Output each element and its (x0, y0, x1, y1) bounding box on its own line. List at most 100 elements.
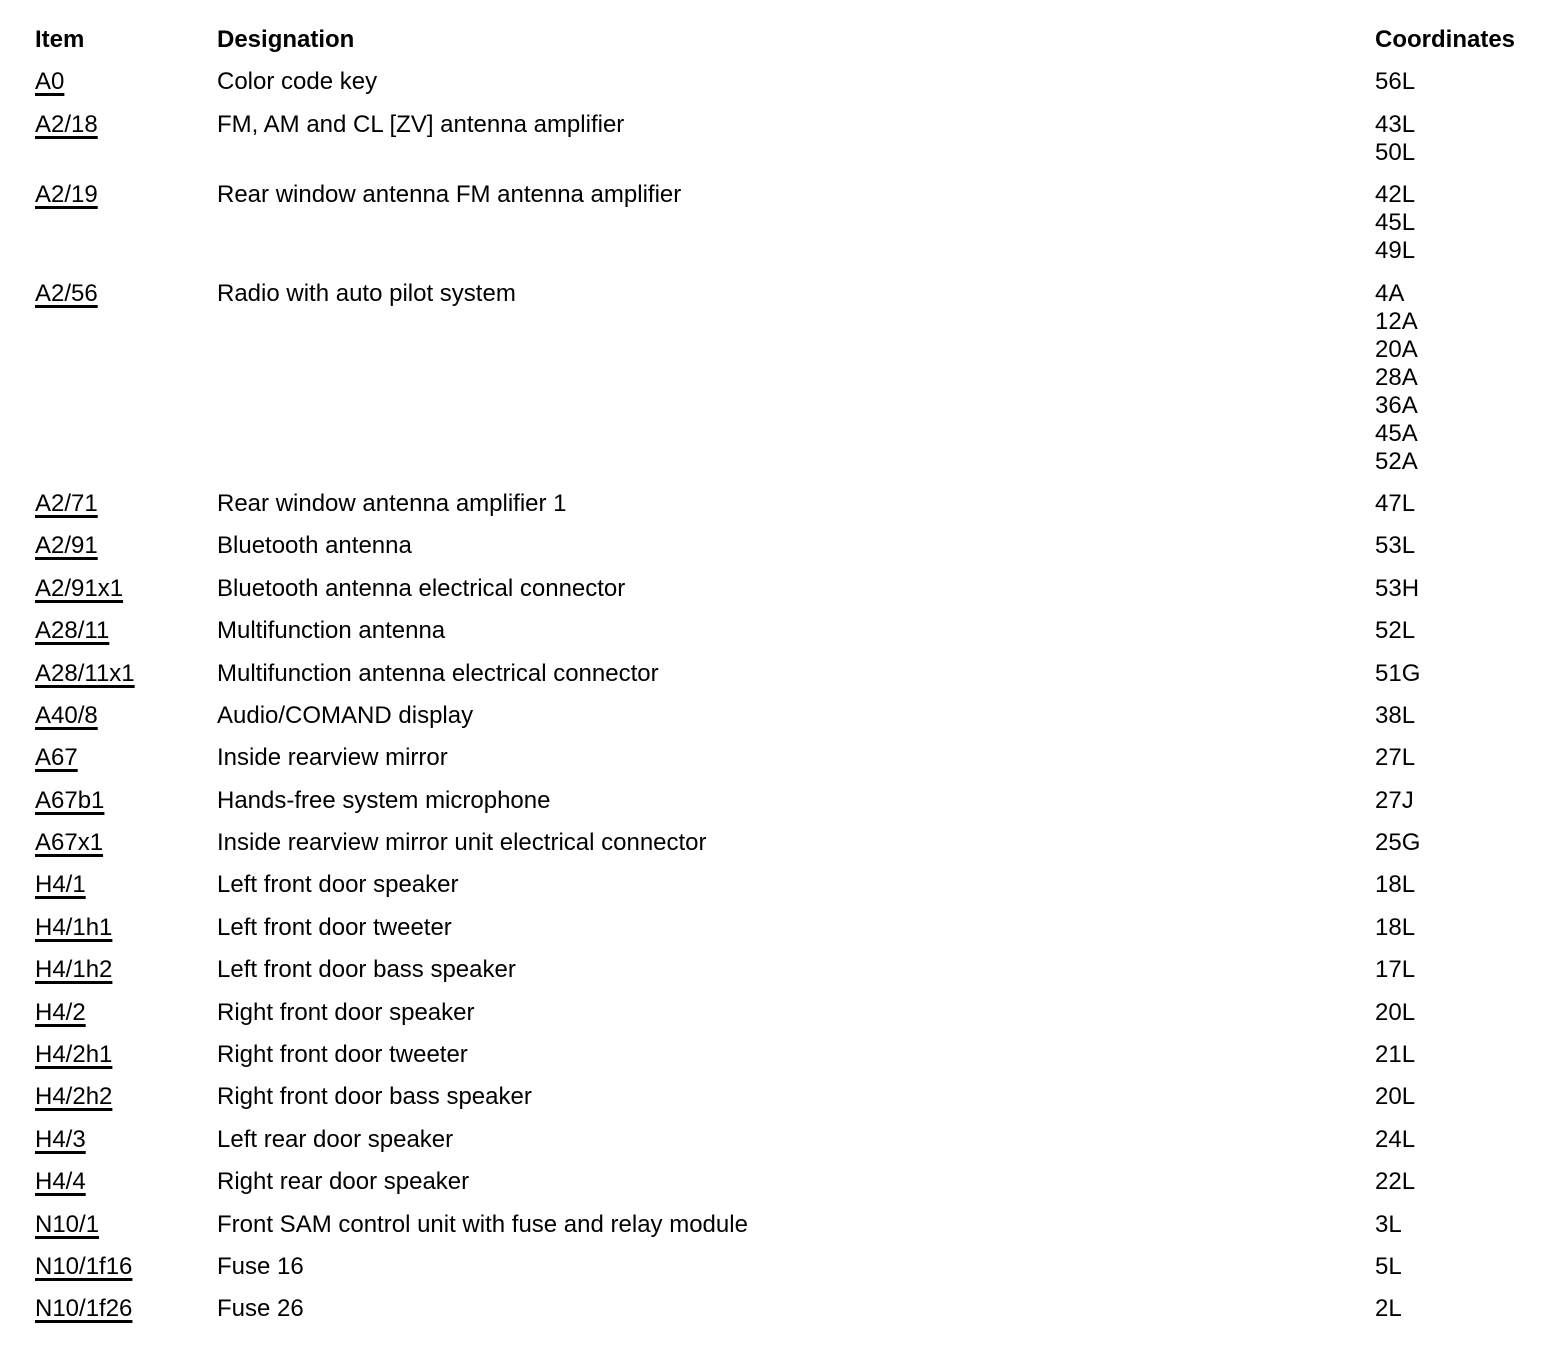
item-code-link[interactable]: A67b1 (35, 786, 105, 814)
coordinate-value: 20L (1375, 1083, 1416, 1111)
coordinate-value: 45L (1375, 209, 1416, 237)
designation-text: Inside rearview mirror (217, 744, 448, 772)
table-row: A2/71 Rear window antenna amplifier 1 47… (35, 490, 1538, 518)
coordinate-value: 52A (1375, 447, 1418, 475)
coordinate-value: 49L (1375, 237, 1416, 265)
item-code-link[interactable]: H4/1h2 (35, 956, 113, 984)
item-code-link[interactable]: N10/1f26 (35, 1295, 133, 1323)
table-row: N10/1f16 Fuse 16 5L (35, 1253, 1538, 1281)
table-row: A67b1 Hands-free system microphone 27J (35, 787, 1538, 815)
item-code-link[interactable]: H4/3 (35, 1125, 86, 1153)
coordinate-value: 3L (1375, 1210, 1402, 1238)
coordinate-value: 28A (1375, 363, 1418, 391)
designation-text: Color code key (217, 68, 378, 96)
item-cell: H4/2h2 (35, 1083, 112, 1111)
coordinates-cell: 51G (1375, 660, 1538, 688)
item-cell: H4/1h1 (35, 914, 112, 942)
item-code-link[interactable]: A67x1 (35, 829, 104, 857)
item-cell: A40/8 (35, 702, 98, 730)
designation-text: FM, AM and CL [ZV] antenna amplifier (217, 110, 625, 138)
item-code-link[interactable]: A2/91 (35, 532, 98, 560)
coordinates-cell: 24L (1375, 1126, 1538, 1154)
coordinates-cell: 56L (1375, 68, 1538, 96)
item-code-link[interactable]: N10/1 (35, 1210, 100, 1238)
item-code-link[interactable]: H4/2h1 (35, 1041, 113, 1069)
item-code-link[interactable]: H4/1 (35, 871, 86, 899)
table-row: A28/11x1 Multifunction antenna electrica… (35, 660, 1538, 688)
coordinates-cell: 2L (1375, 1295, 1538, 1323)
item-code-link[interactable]: A2/19 (35, 181, 98, 209)
coordinate-value: 22L (1375, 1168, 1416, 1196)
table-row: A2/91 Bluetooth antenna 53L (35, 532, 1538, 560)
item-code-link[interactable]: H4/2h2 (35, 1083, 113, 1111)
item-cell: A2/91x1 (35, 575, 123, 603)
table-row: A2/19 Rear window antenna FM antenna amp… (35, 181, 1538, 265)
item-code-link[interactable]: H4/4 (35, 1168, 86, 1196)
coordinate-value: 36A (1375, 391, 1418, 419)
item-code-link[interactable]: A2/18 (35, 110, 98, 138)
item-code-link[interactable]: A67 (35, 744, 78, 772)
item-code-link[interactable]: A28/11x1 (35, 659, 135, 687)
coordinate-value: 20L (1375, 998, 1416, 1026)
table-row: H4/2 Right front door speaker 20L (35, 999, 1538, 1027)
table-header-row: Item Designation Coordinates (35, 26, 1538, 54)
item-code-link[interactable]: A2/56 (35, 279, 98, 307)
coordinate-value: 45A (1375, 419, 1418, 447)
coordinates-cell: 53H (1375, 575, 1538, 603)
item-cell: A2/19 (35, 181, 98, 209)
coordinate-value: 4A (1375, 279, 1405, 307)
coordinates-cell: 5L (1375, 1253, 1538, 1281)
coordinate-value: 2L (1375, 1295, 1402, 1323)
designation-text: Right front door tweeter (217, 1041, 468, 1069)
coordinate-value: 25G (1375, 829, 1421, 857)
coordinates-cell: 43L 50L (1375, 111, 1538, 167)
item-cell: A67b1 (35, 787, 104, 815)
coordinate-value: 17L (1375, 956, 1416, 984)
coordinate-value: 52L (1375, 617, 1416, 645)
item-code-link[interactable]: A0 (35, 68, 65, 96)
coordinate-value: 24L (1375, 1125, 1416, 1153)
coordinates-cell: 20L (1375, 999, 1538, 1027)
designation-text: Right rear door speaker (217, 1168, 470, 1196)
designation-text: Left front door speaker (217, 871, 459, 899)
item-cell: H4/2h1 (35, 1041, 112, 1069)
column-header-item: Item (35, 26, 85, 53)
coordinates-cell: 4A 12A 20A 28A 36A 45A 52A (1375, 280, 1538, 476)
designation-text: Hands-free system microphone (217, 786, 551, 814)
column-header-designation: Designation (217, 26, 355, 53)
table-body: A0 Color code key 56L A2/18 FM, AM and C… (35, 68, 1538, 1323)
item-cell: A0 (35, 68, 64, 96)
item-code-link[interactable]: A40/8 (35, 701, 98, 729)
designation-text: Bluetooth antenna (217, 532, 412, 560)
designation-text: Front SAM control unit with fuse and rel… (217, 1210, 748, 1238)
coordinates-cell: 47L (1375, 490, 1538, 518)
table-row: H4/2h2 Right front door bass speaker 20L (35, 1083, 1538, 1111)
item-code-link[interactable]: H4/1h1 (35, 913, 113, 941)
item-code-link[interactable]: N10/1f16 (35, 1252, 133, 1280)
table-row: H4/4 Right rear door speaker 22L (35, 1168, 1538, 1196)
table-row: A2/56 Radio with auto pilot system 4A 12A… (35, 280, 1538, 476)
coordinate-value: 27J (1375, 786, 1414, 814)
coordinates-cell: 18L (1375, 871, 1538, 899)
item-cell: A67x1 (35, 829, 103, 857)
item-code-link[interactable]: A28/11 (35, 617, 110, 645)
table-row: A0 Color code key 56L (35, 68, 1538, 96)
item-cell: A2/18 (35, 111, 98, 139)
designation-text: Right front door bass speaker (217, 1083, 532, 1111)
coordinates-cell: 42L 45L 49L (1375, 181, 1538, 265)
coordinates-cell: 52L (1375, 617, 1538, 645)
designation-text: Left rear door speaker (217, 1125, 454, 1153)
table-row: A2/91x1 Bluetooth antenna electrical con… (35, 575, 1538, 603)
item-code-link[interactable]: A2/91x1 (35, 574, 124, 602)
item-cell: A28/11 (35, 617, 109, 645)
coordinate-value: 42L (1375, 181, 1416, 209)
table-row: H4/1 Left front door speaker 18L (35, 871, 1538, 899)
coordinates-cell: 17L (1375, 956, 1538, 984)
designation-text: Right front door speaker (217, 998, 475, 1026)
item-code-link[interactable]: H4/2 (35, 998, 86, 1026)
coordinates-cell: 38L (1375, 702, 1538, 730)
item-cell: A2/71 (35, 490, 98, 518)
item-cell: A2/56 (35, 280, 98, 308)
item-code-link[interactable]: A2/71 (35, 489, 98, 517)
